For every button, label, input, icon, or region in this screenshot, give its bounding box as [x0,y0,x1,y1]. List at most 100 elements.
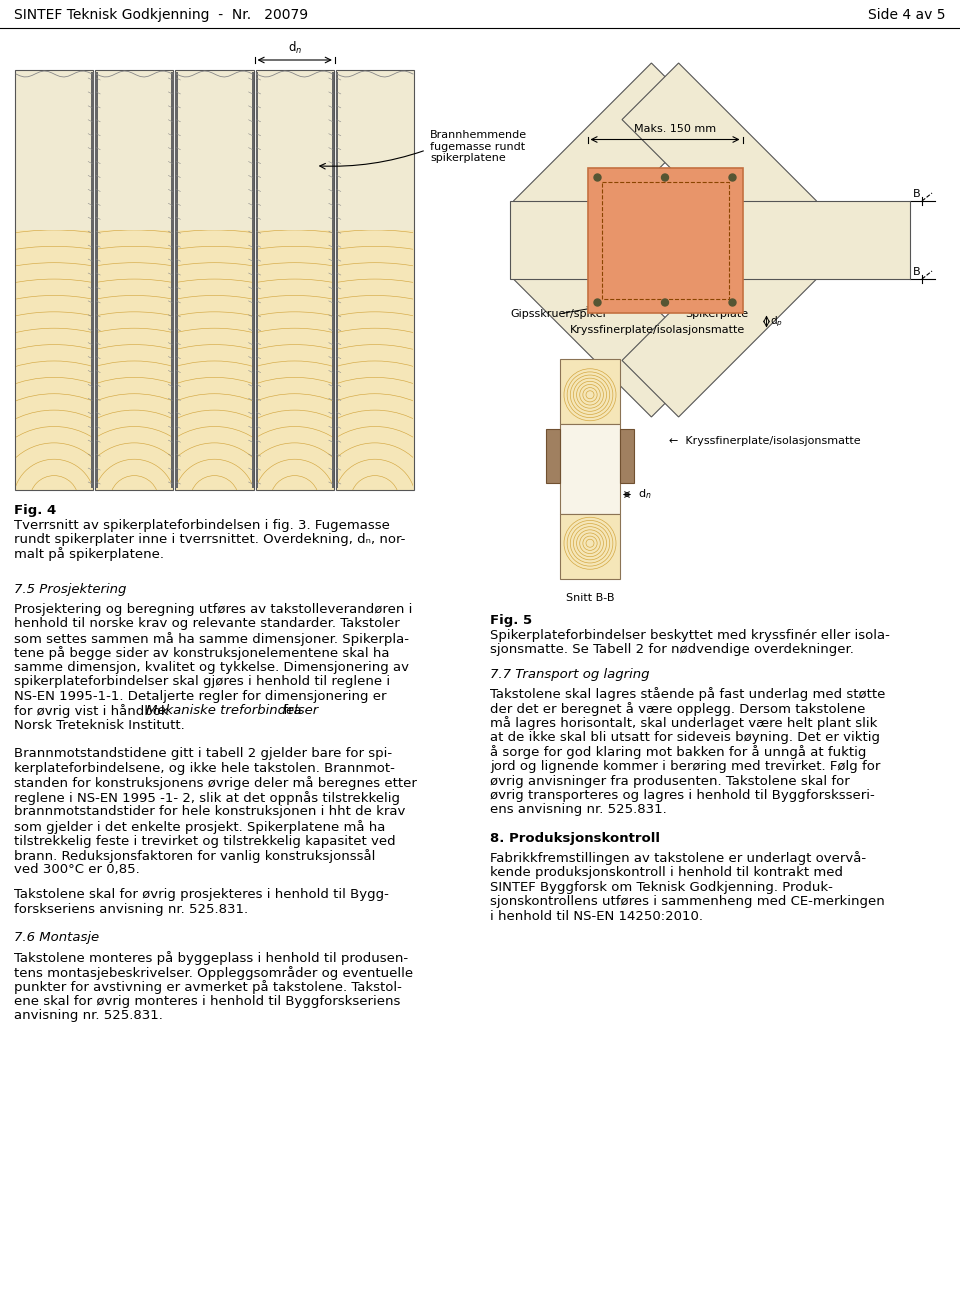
Text: der det er beregnet å være opplegg. Dersom takstolene: der det er beregnet å være opplegg. Ders… [490,702,865,716]
Text: som settes sammen må ha samme dimensjoner. Spikerpla-: som settes sammen må ha samme dimensjone… [14,632,409,646]
Text: reglene i NS-EN 1995 -1- 2, slik at det oppnås tilstrekkelig: reglene i NS-EN 1995 -1- 2, slik at det … [14,790,400,805]
Text: Fig. 4: Fig. 4 [14,504,57,517]
Polygon shape [514,64,708,257]
Bar [332,71,334,488]
Bar [336,70,414,230]
Text: tilstrekkelig feste i trevirket og tilstrekkelig kapasitet ved: tilstrekkelig feste i trevirket og tilst… [14,835,396,848]
Text: Spikerplateforbindelser beskyttet med kryssfinér eller isola-: Spikerplateforbindelser beskyttet med kr… [490,628,890,641]
Text: rundt spikerplater inne i tverrsnittet. Overdekning, dₙ, nor-: rundt spikerplater inne i tverrsnittet. … [14,533,405,546]
Text: NS-EN 1995-1-1. Detaljerte regler for dimensjonering er: NS-EN 1995-1-1. Detaljerte regler for di… [14,691,387,704]
Bar [172,71,174,488]
Text: samme dimensjon, kvalitet og tykkelse. Dimensjonering av: samme dimensjon, kvalitet og tykkelse. D… [14,661,409,674]
Text: kende produksjonskontroll i henhold til kontrakt med: kende produksjonskontroll i henhold til … [490,866,843,879]
Text: d$_n$: d$_n$ [288,40,301,56]
Bar [510,201,910,279]
Text: brann. Reduksjonsfaktoren for vanlig konstruksjonssål: brann. Reduksjonsfaktoren for vanlig kon… [14,849,375,863]
Text: sjonsmatte. Se Tabell 2 for nødvendige overdekninger.: sjonsmatte. Se Tabell 2 for nødvendige o… [490,643,853,655]
Text: B: B [913,267,921,276]
Bar [15,70,93,491]
Text: 7.5 Prosjektering: 7.5 Prosjektering [14,583,127,596]
Circle shape [661,299,668,306]
Text: for øvrig vist i håndbok: for øvrig vist i håndbok [14,705,173,719]
Text: 7.7 Transport og lagring: 7.7 Transport og lagring [490,668,650,681]
Text: henhold til norske krav og relevante standarder. Takstoler: henhold til norske krav og relevante sta… [14,618,399,631]
Text: B: B [913,190,921,199]
Bar [255,71,258,488]
Bar [95,70,174,491]
Bar [560,514,620,579]
Bar [602,182,729,299]
Text: Fig. 5: Fig. 5 [490,614,532,627]
Bar [95,70,174,230]
Bar [336,230,414,491]
Text: standen for konstruksjonens øvrige deler må beregnes etter: standen for konstruksjonens øvrige deler… [14,776,417,790]
Text: kerplateforbindelsene, og ikke hele takstolen. Brannmot-: kerplateforbindelsene, og ikke hele taks… [14,762,395,775]
Text: d$_n$: d$_n$ [638,488,652,501]
Text: fra: fra [279,705,301,718]
Text: tene på begge sider av konstruksjonelementene skal ha: tene på begge sider av konstruksjoneleme… [14,646,390,661]
Text: Brannmotstandstidene gitt i tabell 2 gjelder bare for spi-: Brannmotstandstidene gitt i tabell 2 gje… [14,748,392,761]
Text: forskseriens anvisning nr. 525.831.: forskseriens anvisning nr. 525.831. [14,902,248,915]
Text: Snitt B-B: Snitt B-B [565,593,614,604]
Bar [176,70,253,230]
Bar [91,71,94,488]
Text: at de ikke skal bli utsatt for sideveis bøyning. Det er viktig: at de ikke skal bli utsatt for sideveis … [490,731,880,744]
Text: Fabrikkfremstillingen av takstolene er underlagt overvå-: Fabrikkfremstillingen av takstolene er u… [490,851,866,866]
Text: 7.6 Montasje: 7.6 Montasje [14,931,99,944]
Text: tens montasjebeskrivelser. Oppleggsområder og eventuelle: tens montasjebeskrivelser. Oppleggsområd… [14,966,413,980]
Text: Brannhemmende
fugemasse rundt
spikerplatene: Brannhemmende fugemasse rundt spikerplat… [430,130,527,164]
Bar [176,230,253,491]
Text: Prosjektering og beregning utføres av takstolleverandøren i: Prosjektering og beregning utføres av ta… [14,604,413,617]
Text: Gipsskruer/spiker: Gipsskruer/spiker [510,306,608,319]
Text: Mekaniske treforbindelser: Mekaniske treforbindelser [147,705,319,718]
Text: Kryssfinerplate/isolasjonsmatte: Kryssfinerplate/isolasjonsmatte [570,324,745,335]
Bar [95,230,174,491]
Bar [176,71,178,488]
Polygon shape [514,222,708,417]
Text: sjonskontrollens utføres i sammenheng med CE-merkingen: sjonskontrollens utføres i sammenheng me… [490,896,885,909]
Text: Tverrsnitt av spikerplateforbindelsen i fig. 3. Fugemasse: Tverrsnitt av spikerplateforbindelsen i … [14,518,390,531]
Text: Spikerplate: Spikerplate [674,306,748,319]
Text: må lagres horisontalt, skal underlaget være helt plant slik: må lagres horisontalt, skal underlaget v… [490,716,877,731]
Text: Maks. 150 mm: Maks. 150 mm [634,123,716,134]
Bar [255,230,334,491]
Text: Takstolene skal lagres stående på fast underlag med støtte: Takstolene skal lagres stående på fast u… [490,688,885,701]
Bar [15,230,93,491]
Bar [336,71,338,488]
Bar [95,71,98,488]
Text: malt på spikerplatene.: malt på spikerplatene. [14,548,164,562]
Text: SINTEF Teknisk Godkjenning  -  Nr.   20079: SINTEF Teknisk Godkjenning - Nr. 20079 [14,8,308,22]
Text: i henhold til NS-EN 14250:2010.: i henhold til NS-EN 14250:2010. [490,910,703,923]
Bar [336,70,414,491]
Polygon shape [622,64,816,257]
Text: brannmotstandstider for hele konstruksjonen i hht de krav: brannmotstandstider for hele konstruksjo… [14,806,405,819]
Circle shape [594,174,601,180]
Bar [546,430,560,483]
Circle shape [594,299,601,306]
Text: Side 4 av 5: Side 4 av 5 [869,8,946,22]
Text: ene skal for øvrig monteres i henhold til Byggforskseriens: ene skal for øvrig monteres i henhold ti… [14,996,400,1009]
Bar [252,71,254,488]
Bar [255,70,334,491]
Bar [15,70,93,230]
Circle shape [729,299,736,306]
Text: d$_p$: d$_p$ [771,314,783,328]
Text: punkter for avstivning er avmerket på takstolene. Takstol-: punkter for avstivning er avmerket på ta… [14,980,402,994]
Text: SINTEF Byggforsk om Teknisk Godkjenning. Produk-: SINTEF Byggforsk om Teknisk Godkjenning.… [490,880,833,893]
Bar [255,70,334,230]
Text: spikerplateforbindelser skal gjøres i henhold til reglene i: spikerplateforbindelser skal gjøres i he… [14,675,390,688]
Text: som gjelder i det enkelte prosjekt. Spikerplatene må ha: som gjelder i det enkelte prosjekt. Spik… [14,820,385,835]
Circle shape [661,174,668,180]
Text: Norsk Treteknisk Institutt.: Norsk Treteknisk Institutt. [14,719,184,732]
Polygon shape [622,222,816,417]
Bar [588,167,742,313]
Text: jord og lignende kommer i berøring med trevirket. Følg for: jord og lignende kommer i berøring med t… [490,761,880,774]
Text: anvisning nr. 525.831.: anvisning nr. 525.831. [14,1010,163,1023]
Text: Takstolene monteres på byggeplass i henhold til produsen-: Takstolene monteres på byggeplass i henh… [14,951,408,966]
Text: 8. Produksjonskontroll: 8. Produksjonskontroll [490,832,660,845]
Text: å sorge for god klaring mot bakken for å unngå at fuktig: å sorge for god klaring mot bakken for å… [490,745,866,759]
Bar [560,360,620,424]
Text: øvrig transporteres og lagres i henhold til Byggforsksseri-: øvrig transporteres og lagres i henhold … [490,789,875,802]
Bar [620,430,634,483]
Text: ←  Kryssfinerplate/isolasjonsmatte: ← Kryssfinerplate/isolasjonsmatte [669,436,860,445]
